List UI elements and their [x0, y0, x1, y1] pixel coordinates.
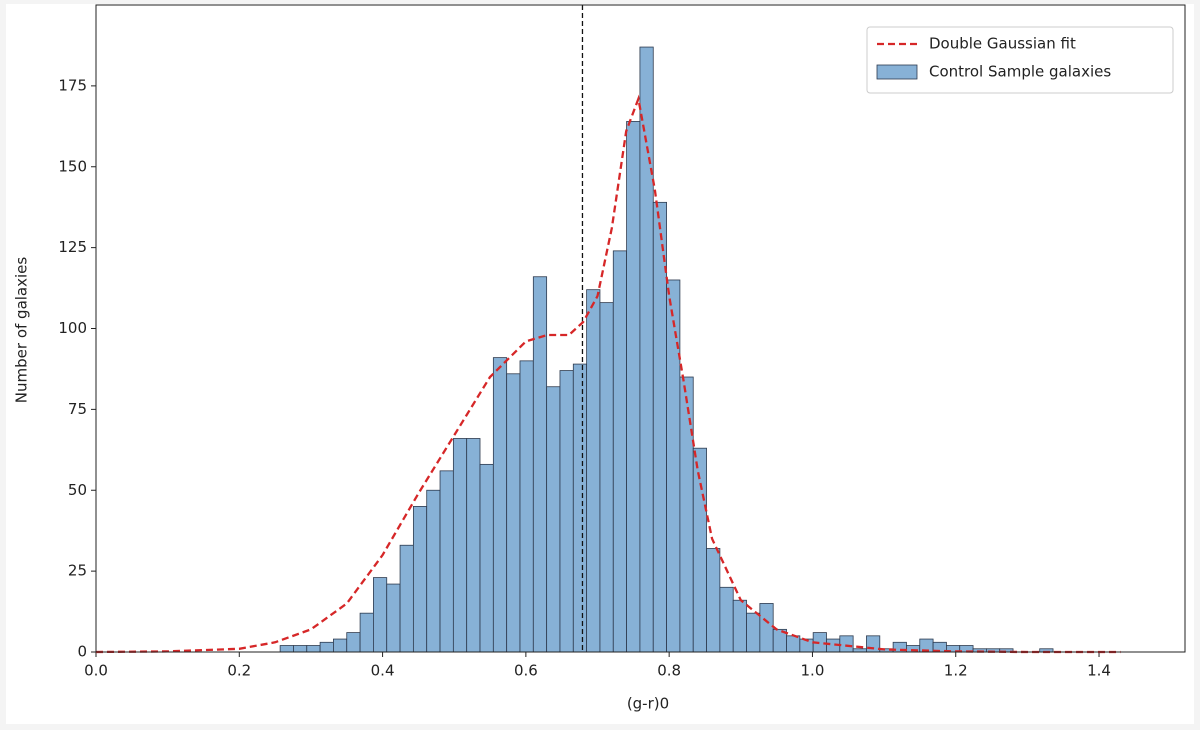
bar — [746, 612, 761, 653]
bar — [546, 386, 561, 653]
y-tick-label: 150 — [58, 157, 87, 175]
bar — [839, 635, 854, 653]
bar — [586, 289, 601, 653]
bar — [333, 638, 348, 653]
y-tick-label: 100 — [58, 319, 87, 337]
bar — [532, 276, 548, 653]
bar — [492, 357, 508, 653]
bar — [706, 548, 721, 653]
legend-swatch — [876, 64, 918, 80]
bar — [866, 635, 881, 653]
bar — [293, 645, 308, 653]
bar — [306, 645, 321, 653]
y-tick-label: 50 — [68, 481, 87, 499]
bar — [572, 363, 588, 653]
legend-box — [866, 26, 1174, 94]
bar — [346, 632, 361, 653]
bar — [426, 489, 441, 653]
bar — [399, 544, 414, 653]
bar — [679, 376, 694, 653]
x-tick-label: 0.0 — [84, 662, 108, 680]
x-tick-label: 0.2 — [227, 662, 251, 680]
bar — [479, 463, 494, 653]
bar — [506, 373, 521, 653]
bar — [373, 577, 388, 653]
bar — [439, 470, 454, 653]
x-tick-label: 1.0 — [801, 662, 825, 680]
bar — [466, 438, 481, 653]
y-tick-label: 25 — [68, 562, 87, 580]
bar — [452, 438, 468, 653]
bar — [279, 645, 294, 653]
legend-label: Control Sample galaxies — [929, 63, 1111, 81]
bar — [612, 250, 628, 653]
bar — [666, 279, 681, 653]
x-axis-label: (g-r)0 — [627, 695, 669, 713]
fit-line — [95, 94, 1121, 654]
y-tick-label: 175 — [58, 76, 87, 94]
bar — [759, 603, 774, 653]
bar — [519, 360, 534, 653]
bar — [386, 583, 401, 653]
bar — [559, 370, 574, 653]
y-tick-label: 75 — [68, 400, 87, 418]
bar — [719, 586, 734, 653]
bar — [599, 302, 614, 653]
bar — [319, 641, 334, 653]
bar — [412, 506, 428, 653]
y-axis-label: Number of galaxies — [13, 257, 31, 404]
plot-frame — [95, 4, 1186, 653]
y-tick-label: 0 — [77, 643, 87, 661]
x-tick-label: 0.6 — [514, 662, 538, 680]
x-tick-label: 0.4 — [371, 662, 395, 680]
y-tick-label: 125 — [58, 238, 87, 256]
x-tick-label: 0.8 — [657, 662, 681, 680]
legend-label: Double Gaussian fit — [929, 35, 1076, 53]
x-tick-label: 1.4 — [1087, 662, 1111, 680]
bar — [626, 121, 641, 653]
x-tick-label: 1.2 — [944, 662, 968, 680]
bar — [359, 612, 374, 653]
bar — [732, 599, 747, 653]
